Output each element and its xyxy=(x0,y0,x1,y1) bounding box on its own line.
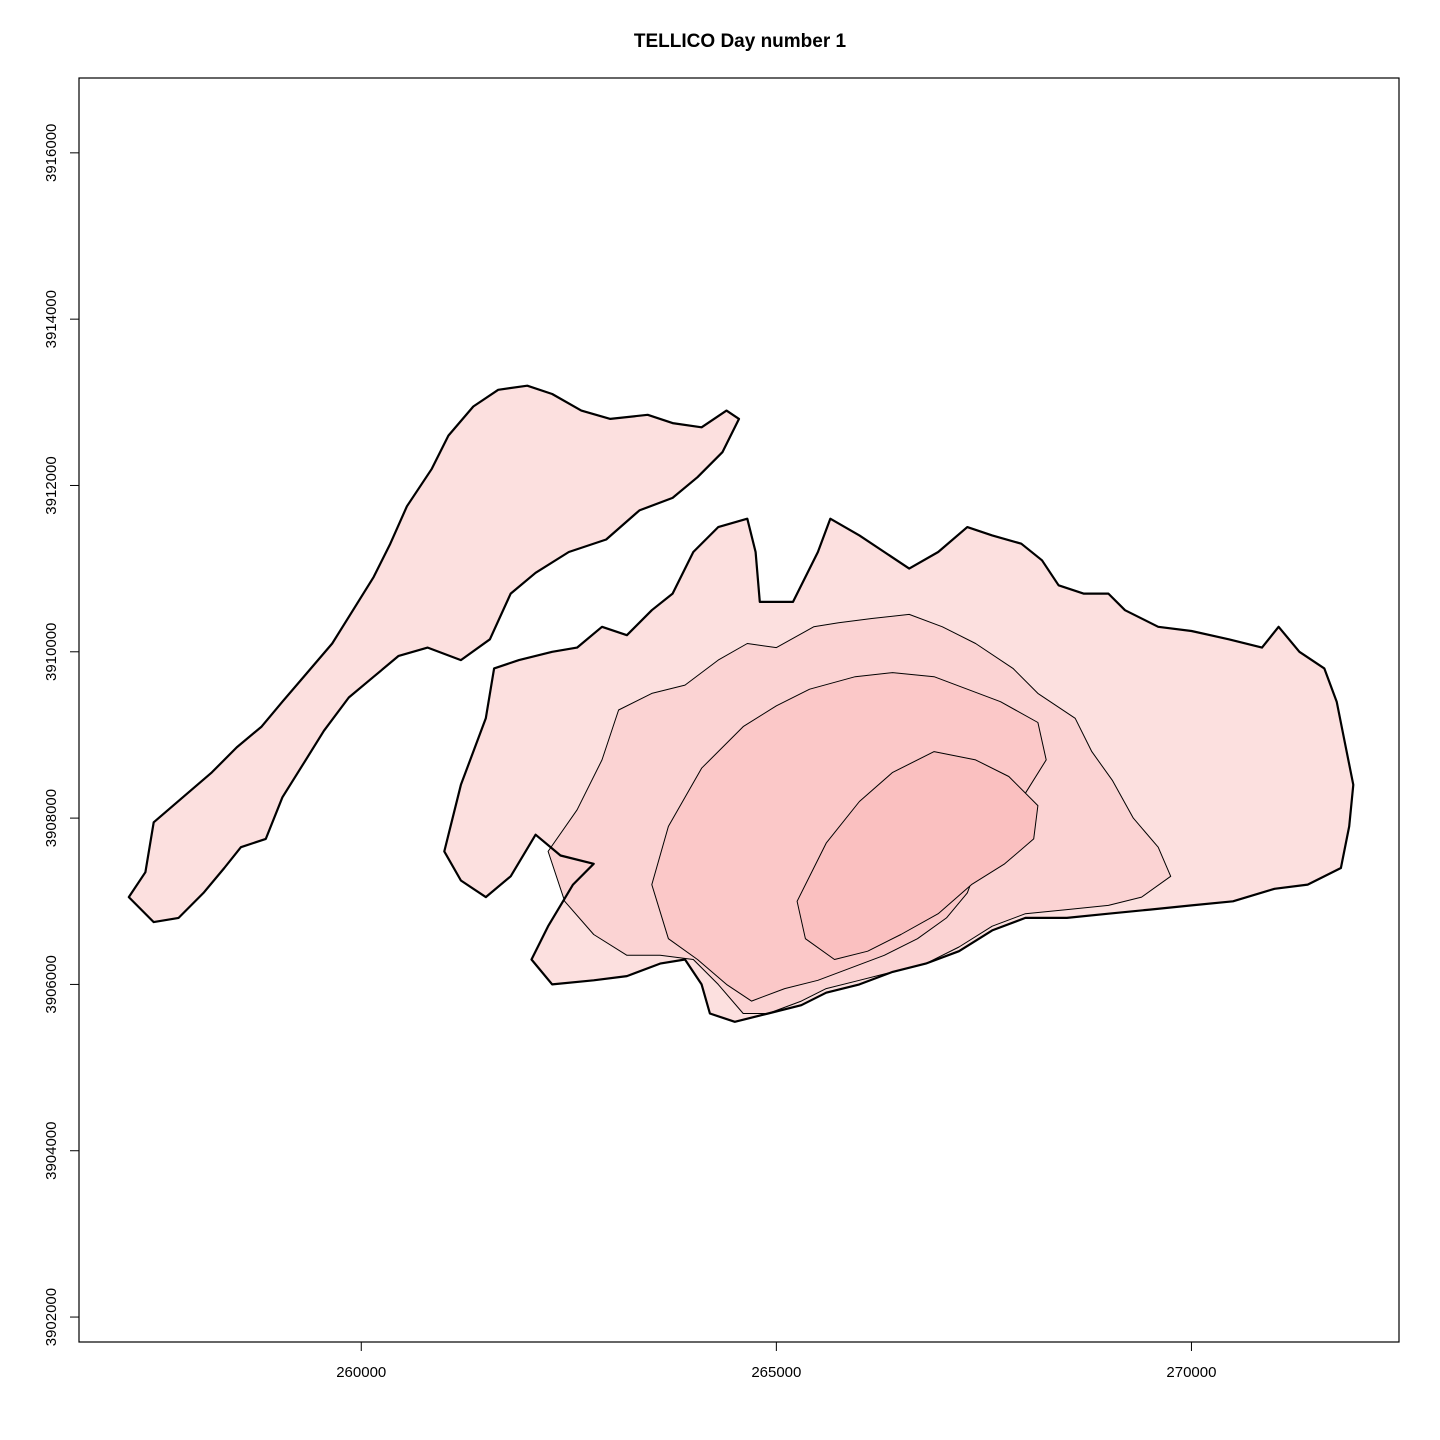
region-zone-4-4 xyxy=(796,751,1039,960)
chart-title: TELLICO Day number 1 xyxy=(634,31,847,52)
map-regions xyxy=(127,384,1355,1023)
x-tick-label: 265000 xyxy=(751,1364,801,1381)
x-axis: 260000 265000 270000 xyxy=(336,1341,1216,1381)
y-axis: 3902000 3904000 3906000 3908000 3910000 39120… xyxy=(43,124,80,1346)
y-tick-label: 3904000 xyxy=(43,1121,60,1179)
y-tick-label: 3908000 xyxy=(43,789,60,847)
x-tick-label: 260000 xyxy=(336,1364,386,1381)
x-tick-label: 270000 xyxy=(1166,1364,1216,1381)
y-tick-label: 3902000 xyxy=(43,1288,60,1346)
y-tick-label: 3916000 xyxy=(43,124,60,182)
y-tick-label: 3910000 xyxy=(43,623,60,681)
lake-outline-0 xyxy=(127,384,741,924)
lake-outline-1 xyxy=(443,517,1355,1023)
y-tick-label: 3914000 xyxy=(43,290,60,348)
y-tick-label: 3906000 xyxy=(43,955,60,1013)
y-tick-label: 3912000 xyxy=(43,456,60,514)
